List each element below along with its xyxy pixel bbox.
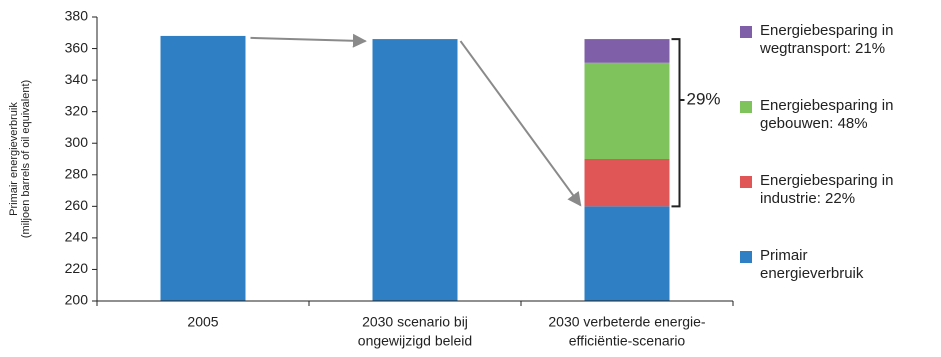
y-tick-label: 240 [65,229,89,245]
arrow [459,40,582,207]
y-axis-label: (miljoen barrels of oil equivalent) [20,80,32,238]
y-tick-label: 300 [65,134,89,150]
x-tick-label: ongewijzigd beleid [358,333,472,349]
y-tick-label: 280 [65,165,89,181]
legend-label: Primair energieverbruik [760,247,864,282]
arrow [250,33,367,48]
y-tick-label: 260 [65,197,89,213]
legend-swatch [740,251,752,263]
y-tick-label: 340 [65,71,89,87]
y-tick-label: 200 [65,292,89,308]
legend-label: Energiebesparing in gebouwen: 48% [760,97,894,132]
bar-segment [584,159,670,207]
legend-swatch [740,26,752,38]
legend-label: Energiebesparing in wegtransport: 21% [760,22,894,57]
y-tick-label: 360 [65,39,89,55]
annotation: 29% [687,89,721,108]
x-tick-label: 2005 [187,314,218,330]
x-tick-label: efficiëntie-scenario [569,333,686,349]
y-tick-label: 220 [65,260,89,276]
legend-item: Primair energieverbruik [740,247,940,283]
bar-segment [584,39,670,63]
bar-segment [584,206,670,301]
legend-item: Energiebesparing in gebouwen: 48% [740,97,940,133]
legend-label: Energiebesparing in industrie: 22% [760,172,894,207]
x-tick-label: 2030 scenario bij [362,314,468,330]
bar-segment [584,62,670,159]
legend-item: Energiebesparing in industrie: 22% [740,172,940,208]
legend-swatch [740,176,752,188]
x-tick-label: 2030 verbeterde energie- [548,314,706,330]
legend-swatch [740,101,752,113]
legend-item: Energiebesparing in wegtransport: 21% [740,22,940,58]
bar-segment [372,39,458,301]
y-axis-label: Primair energieverbruik [8,102,20,216]
y-tick-label: 380 [65,8,89,24]
bar-segment [160,35,246,301]
bracket [671,38,685,208]
y-tick-label: 320 [65,102,89,118]
